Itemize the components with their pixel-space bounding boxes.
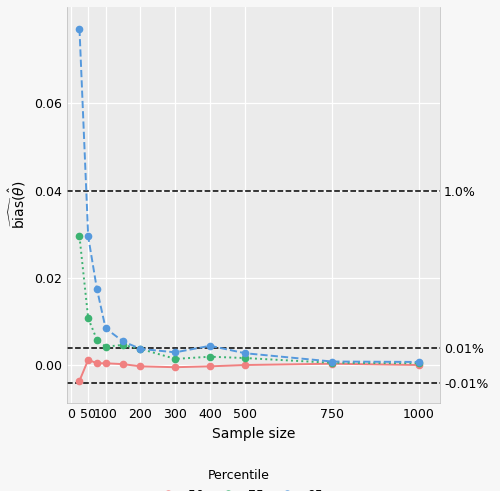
Y-axis label: $\widehat{\mathsf{bias}}(\hat{\theta})$: $\widehat{\mathsf{bias}}(\hat{\theta})$	[7, 181, 28, 229]
Y-axis label: Deviation: Deviation	[496, 171, 500, 238]
Legend: 50, 75, 95: 50, 75, 95	[149, 464, 328, 491]
X-axis label: Sample size: Sample size	[212, 427, 296, 441]
